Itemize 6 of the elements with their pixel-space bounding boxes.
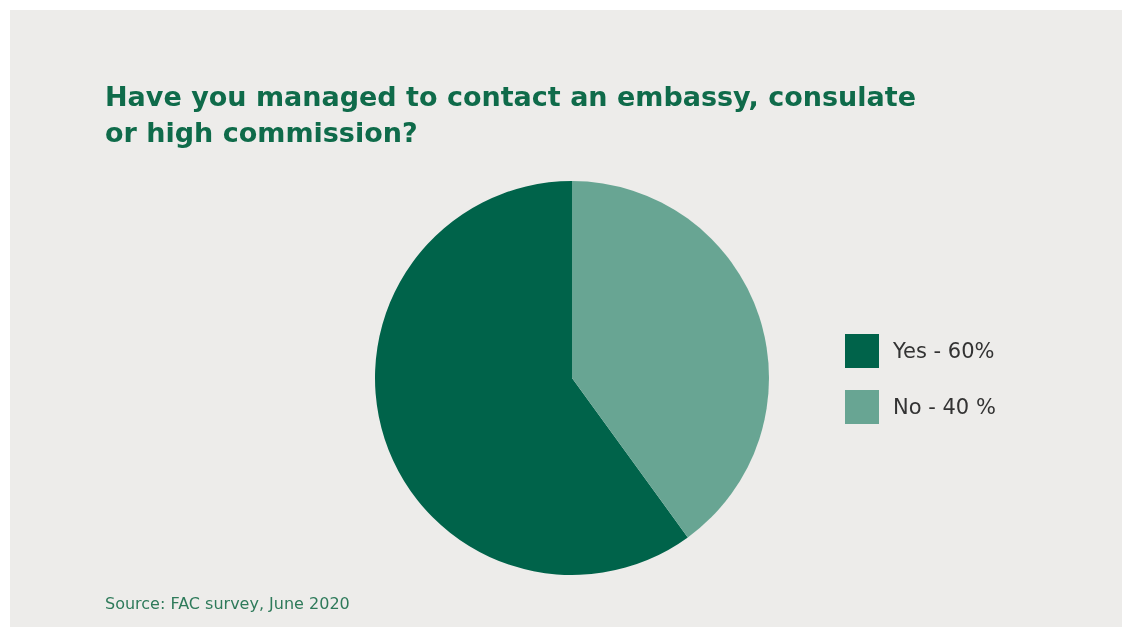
chart-title: Have you managed to contact an embassy, consulate or high commission? bbox=[105, 81, 917, 148]
source-note: Source: FAC survey, June 2020 bbox=[105, 594, 350, 613]
legend-label: Yes - 60% bbox=[892, 339, 995, 363]
pie-slice bbox=[572, 181, 769, 538]
pie-slice bbox=[375, 181, 688, 575]
legend-label: No - 40 % bbox=[893, 395, 996, 419]
